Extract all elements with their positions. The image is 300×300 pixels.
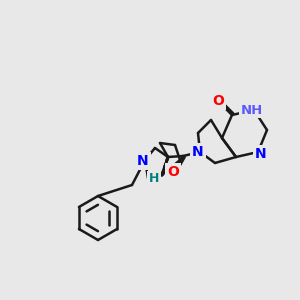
Text: O: O [167, 165, 179, 179]
Text: H: H [149, 172, 159, 185]
Text: NH: NH [241, 103, 263, 116]
Text: N: N [137, 154, 149, 168]
Text: O: O [212, 94, 224, 108]
Text: N: N [255, 147, 267, 161]
Text: N: N [192, 145, 204, 159]
